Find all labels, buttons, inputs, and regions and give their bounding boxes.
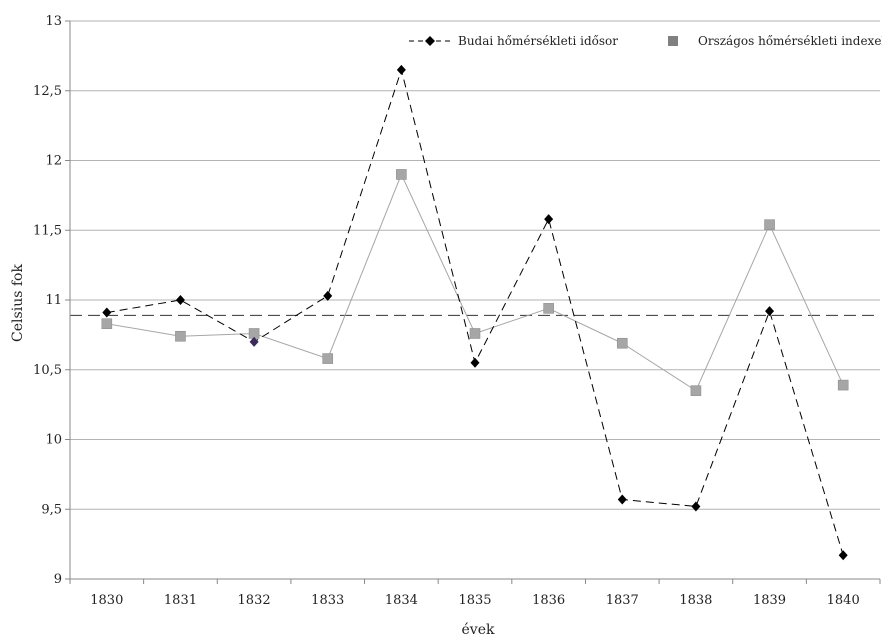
data-point-budai <box>470 357 480 368</box>
legend-marker-orszagos <box>668 36 678 46</box>
data-point-budai <box>691 501 701 512</box>
x-tick-label: 1833 <box>311 593 344 608</box>
x-tick-label: 1832 <box>238 593 271 608</box>
data-point-budai <box>617 494 627 505</box>
y-axis-title: Celsius fok <box>10 264 26 342</box>
data-point-budai <box>249 336 259 347</box>
y-tick-label: 13 <box>45 14 62 29</box>
legend-marker-budai <box>425 36 435 46</box>
data-point-budai <box>544 214 554 225</box>
x-tick-label: 1837 <box>606 593 639 608</box>
y-tick-label: 11,5 <box>33 223 62 238</box>
data-point-budai <box>175 295 185 305</box>
data-point-orszagos <box>543 303 554 314</box>
data-point-orszagos <box>764 219 775 230</box>
x-tick-label: 1830 <box>90 593 123 608</box>
x-tick-label: 1834 <box>385 593 418 608</box>
x-tick-label: 1838 <box>679 593 712 608</box>
legend: Budai hőmérsékleti idősor Országos hőmér… <box>409 34 882 48</box>
legend-label-orszagos: Országos hőmérsékleti indexek <box>698 34 882 48</box>
y-tick-label: 10 <box>45 433 62 448</box>
legend-item-orszagos: Országos hőmérsékleti indexek <box>668 34 882 48</box>
data-point-budai <box>838 550 848 561</box>
axes <box>65 20 881 584</box>
x-tick-label: 1840 <box>827 593 860 608</box>
x-tick-label: 1839 <box>753 593 786 608</box>
y-tick-labels: 9 9,5 10 10,5 11 11,5 12 12,5 13 <box>33 14 62 587</box>
y-tick-label: 11 <box>45 293 62 308</box>
x-tick-labels: 1830 1831 1832 1833 1834 1835 1836 1837 1838 1839… <box>90 593 859 608</box>
x-tick-label: 1831 <box>164 593 197 608</box>
series-line-budai <box>106 68 844 556</box>
y-tick-label: 9,5 <box>41 502 62 517</box>
y-tick-label: 12,5 <box>33 84 62 99</box>
data-point-budai <box>765 306 775 317</box>
data-point-budai <box>396 64 406 75</box>
legend-label-budai: Budai hőmérsékleti idősor <box>458 34 618 48</box>
data-point-orszagos <box>101 318 113 330</box>
data-point-budai <box>323 290 333 301</box>
legend-item-budai: Budai hőmérsékleti idősor <box>409 34 618 48</box>
data-point-budai <box>102 307 112 318</box>
data-point-orszagos <box>837 379 849 391</box>
data-point-orszagos <box>616 337 628 349</box>
data-point-orszagos <box>175 330 186 342</box>
x-axis-title: évek <box>462 622 495 638</box>
y-tick-label: 12 <box>45 154 62 169</box>
y-tick-label: 10,5 <box>33 363 62 378</box>
series-group <box>101 64 849 561</box>
data-point-orszagos <box>322 353 334 364</box>
data-point-orszagos <box>469 328 481 339</box>
y-tick-label: 9 <box>54 572 62 587</box>
gridlines <box>70 20 880 510</box>
data-point-orszagos <box>690 385 702 396</box>
x-tick-label: 1836 <box>532 593 565 608</box>
x-tick-label: 1835 <box>458 593 491 608</box>
data-point-orszagos <box>396 169 407 180</box>
